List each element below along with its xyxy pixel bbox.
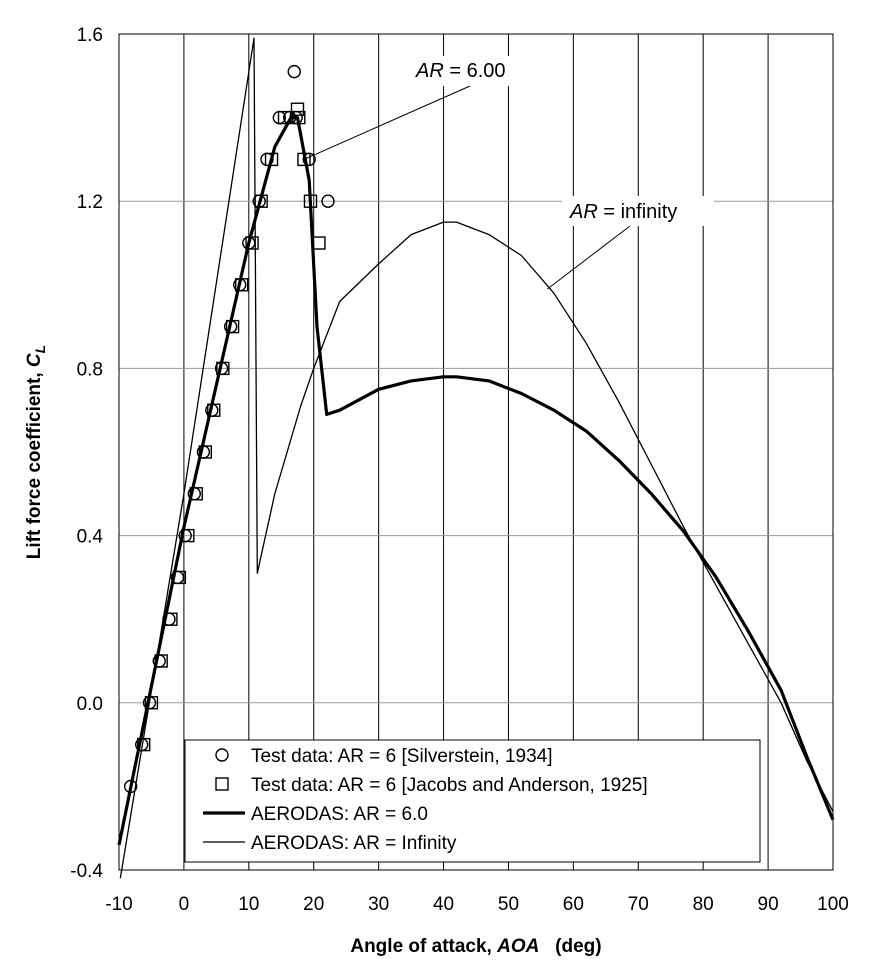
jacobs-anderson-data-point: [234, 278, 249, 292]
jacobs-anderson-data-point: [154, 654, 168, 668]
jacobs-anderson-data-point: [189, 487, 203, 501]
legend-entry-label: Test data: AR = 6 [Silverstein, 1934]: [251, 746, 553, 767]
jacobs-anderson-data-point: [136, 737, 151, 752]
jacobs-anderson-data-point: [216, 361, 230, 376]
x-tick-label: 0: [179, 894, 190, 915]
series-markers: [123, 64, 335, 794]
annotation-label: AR = infinity: [569, 201, 677, 223]
jacobs-anderson-data-point: [144, 696, 159, 710]
y-tick-label: 1.6: [77, 25, 103, 46]
y-tick-label: 0.4: [77, 527, 104, 548]
jacobs-anderson-data-point: [181, 528, 195, 543]
jacobs-anderson-data-point: [254, 194, 268, 208]
x-tick-label: 20: [303, 894, 324, 915]
annotation-background: [562, 196, 714, 226]
jacobs-anderson-data-point: [164, 612, 178, 626]
annotation-background: [410, 56, 555, 86]
jacobs-anderson-data-point: [225, 319, 240, 334]
legend-entry-label: Test data: AR = 6 [Jacobs and Anderson, …: [251, 775, 648, 796]
x-axis-title: Angle of attack, AOA (deg): [350, 936, 601, 957]
jacobs-anderson-data-point: [312, 236, 326, 250]
plot-area-frame: [118, 33, 834, 871]
x-tick-label: -10: [105, 894, 132, 915]
legend-square-marker: [215, 777, 229, 791]
legend-box: [184, 739, 761, 863]
x-tick-label: 50: [498, 894, 519, 915]
y-axis-title: Lift force coefficient, CL: [24, 345, 48, 559]
legend-entry-label: AERODAS: AR = 6.0: [251, 804, 428, 825]
x-tick-label: 60: [563, 894, 584, 915]
jacobs-anderson-data-point: [207, 403, 221, 417]
x-axis-ticks: -10 0 10 20 30 40 50 60 70 80 90 100: [105, 894, 849, 915]
y-tick-label: 1.2: [77, 192, 103, 213]
jacobs-anderson-data-point: [198, 445, 213, 459]
x-tick-label: 30: [368, 894, 389, 915]
x-tick-label: 100: [817, 894, 849, 915]
jacobs-anderson-data-point: [297, 152, 311, 167]
silverstein-data-point: [321, 194, 335, 208]
annotation-leader-line: [303, 85, 471, 160]
x-tick-label: 90: [758, 894, 779, 915]
series-lines: [117, 37, 835, 879]
silverstein-data-point: [287, 64, 301, 79]
annotation-leader-line: [547, 225, 631, 290]
jacobs-anderson-data-point: [303, 194, 318, 208]
y-tick-label: 0.8: [77, 359, 103, 380]
y-tick-label: 0.0: [77, 694, 103, 715]
annotations: AR = 6.00 AR = infinity: [303, 56, 714, 290]
x-tick-label: 10: [238, 894, 259, 915]
jacobs-anderson-data-point: [264, 152, 279, 167]
jacobs-anderson-data-point: [172, 570, 187, 585]
x-tick-label: 40: [433, 894, 454, 915]
x-tick-label: 80: [693, 894, 714, 915]
legend-entry-label: AERODAS: AR = Infinity: [251, 833, 457, 854]
jacobs-anderson-data-point: [277, 110, 292, 125]
aerodas-ar6-line: [117, 116, 835, 846]
jacobs-anderson-data-point: [292, 110, 306, 125]
silverstein-data-point: [123, 779, 138, 794]
jacobs-anderson-data-point: [245, 236, 259, 250]
aerodas-ar-infinity-line: [119, 37, 834, 879]
jacobs-anderson-data-point: [290, 102, 305, 116]
legend-circle-marker: [215, 748, 229, 762]
annotation-label: AR = 6.00: [415, 60, 506, 82]
legend: Test data: AR = 6 [Silverstein, 1934] Tes…: [184, 739, 761, 863]
y-axis-ticks: -0.4 0.0 0.4 0.8 1.2 1.6: [70, 25, 103, 882]
y-tick-label: -0.4: [70, 861, 103, 882]
x-tick-label: 70: [628, 894, 649, 915]
